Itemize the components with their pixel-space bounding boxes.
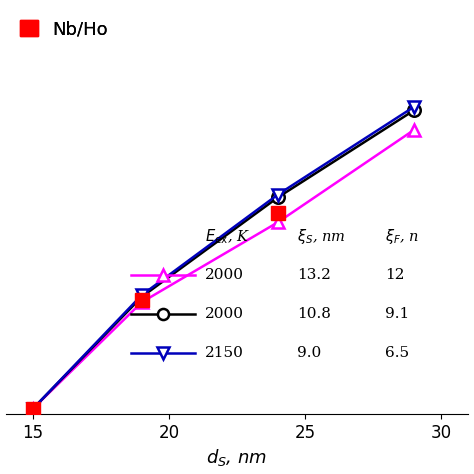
Text: $\xi_F$, n: $\xi_F$, n (385, 227, 419, 246)
Text: $E_\mathrm{ex}$, K: $E_\mathrm{ex}$, K (205, 227, 250, 246)
Text: 2000: 2000 (205, 307, 244, 321)
Text: 6.5: 6.5 (385, 346, 409, 360)
Text: 2000: 2000 (205, 268, 244, 282)
Text: 9.0: 9.0 (297, 346, 321, 360)
Text: 9.1: 9.1 (385, 307, 410, 321)
Legend: Nb/Ho: Nb/Ho (15, 15, 114, 44)
Text: 10.8: 10.8 (297, 307, 331, 321)
Text: 12: 12 (385, 268, 405, 282)
X-axis label: $d_S$, nm: $d_S$, nm (207, 447, 267, 468)
Text: $\xi_S$, nm: $\xi_S$, nm (297, 227, 346, 246)
Text: 13.2: 13.2 (297, 268, 331, 282)
Text: 2150: 2150 (205, 346, 244, 360)
